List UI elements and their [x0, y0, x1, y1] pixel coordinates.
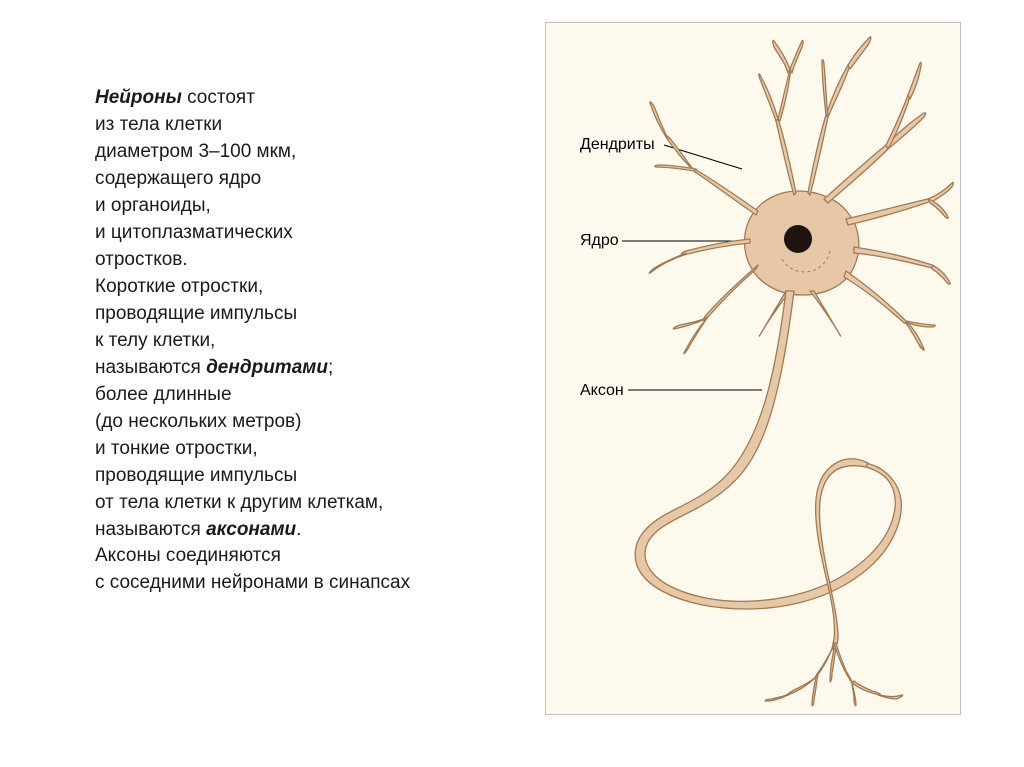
- neuron-svg: Дендриты Ядро Аксон: [546, 23, 960, 714]
- neuron-diagram: Дендриты Ядро Аксон: [545, 22, 961, 715]
- label-axon: Аксон: [580, 382, 624, 399]
- nucleus-dot: [784, 225, 812, 253]
- dendrites-word: дендритами: [206, 357, 328, 378]
- label-nucleus: Ядро: [580, 232, 619, 249]
- axons-word: аксонами: [206, 519, 296, 540]
- label-dendrites: Дендриты: [580, 136, 655, 153]
- neuron-shape: [635, 37, 953, 706]
- paragraph: Нейроны состоят из тела клетки диаметром…: [95, 85, 525, 597]
- description-text: Нейроны состоят из тела клетки диаметром…: [95, 85, 525, 597]
- neurons-word: Нейроны: [95, 87, 182, 108]
